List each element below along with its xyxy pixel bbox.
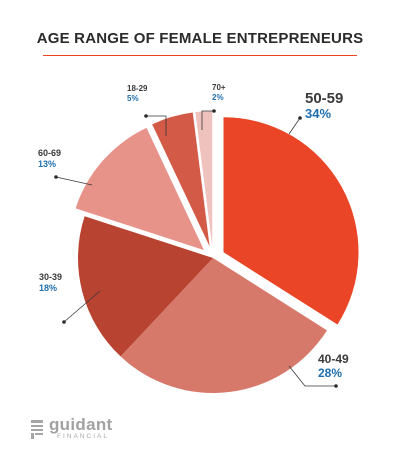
leader-dot-30-39 [62,320,66,324]
leader-dot-18-29 [144,114,148,118]
brand-logo: guidant FINANCIAL [30,414,112,444]
guidant-icon [31,420,43,439]
slice-18-29 [152,112,210,247]
slice-70+ [195,111,213,247]
leader-line-40-49 [288,365,336,387]
value-label-50-59: 34% [305,106,331,121]
leader-dot-70+ [212,109,216,113]
value-label-40-49: 28% [318,366,342,380]
category-label-60-69: 60-69 [38,148,61,158]
leader-dot-40-49 [334,384,338,388]
leader-line-30-39 [63,290,101,323]
slice-50-59 [223,117,359,325]
leader-line-60-69 [55,176,93,186]
chart-title: AGE RANGE OF FEMALE ENTREPRENEURS [36,30,364,47]
leader-line-50-59 [288,117,301,135]
title-rule [43,55,357,56]
value-label-70+: 2% [212,93,224,102]
leader-dot-60-69 [54,175,58,179]
category-label-50-59: 50-59 [305,90,343,107]
leader-line-18-29 [146,115,167,136]
leader-line-70+ [201,110,214,130]
value-label-18-29: 5% [127,94,139,103]
category-label-70+: 70+ [212,83,226,92]
category-label-30-39: 30-39 [39,272,62,282]
slice-60-69 [75,127,204,251]
value-label-30-39: 18% [39,283,57,293]
brand-subtitle: FINANCIAL [57,433,109,440]
slice-30-39 [78,216,213,357]
category-label-18-29: 18-29 [127,84,148,93]
value-label-60-69: 13% [38,159,56,169]
category-label-40-49: 40-49 [318,352,349,366]
leader-dot-50-59 [298,116,302,120]
slice-40-49 [120,258,327,393]
brand-name: guidant [49,415,113,434]
